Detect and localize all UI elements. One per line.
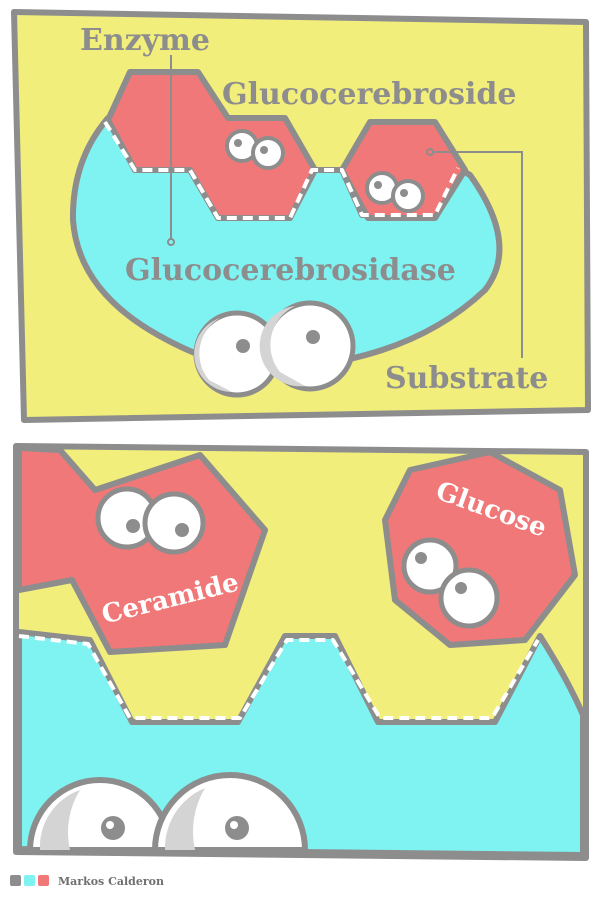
label-glucocerebroside: Glucocerebroside xyxy=(222,77,517,112)
ceramide-eyes xyxy=(95,486,206,555)
credit-text: Markos Calderon xyxy=(58,875,164,888)
swatch-red xyxy=(38,875,49,886)
ceramide-molecule xyxy=(16,445,268,655)
glucose-eyes xyxy=(401,537,500,629)
swatch-cyan xyxy=(24,875,35,886)
substrate-eyes-left xyxy=(225,129,285,170)
binding-site-outline-bottom xyxy=(18,634,540,720)
credit-footer: Markos Calderon xyxy=(10,875,164,888)
label-glucocerebrosidase: Glucocerebrosidase xyxy=(125,253,456,288)
label-leader-lines xyxy=(167,55,523,358)
glucose-molecule xyxy=(382,449,578,648)
substrate-eyes-right xyxy=(365,171,425,213)
label-enzyme: Enzyme xyxy=(80,23,210,58)
top-panel: Enzyme Glucocerebroside Glucocerebrosida… xyxy=(11,9,591,423)
bottom-panel: Ceramide Glucose xyxy=(13,443,589,861)
swatch-gray xyxy=(10,875,21,886)
binding-site-outline xyxy=(103,120,460,220)
enzyme-body-bottom xyxy=(16,629,586,858)
enzyme-eyes-bottom xyxy=(26,772,309,853)
enzyme-eyes xyxy=(193,300,356,398)
label-substrate: Substrate xyxy=(385,361,548,396)
